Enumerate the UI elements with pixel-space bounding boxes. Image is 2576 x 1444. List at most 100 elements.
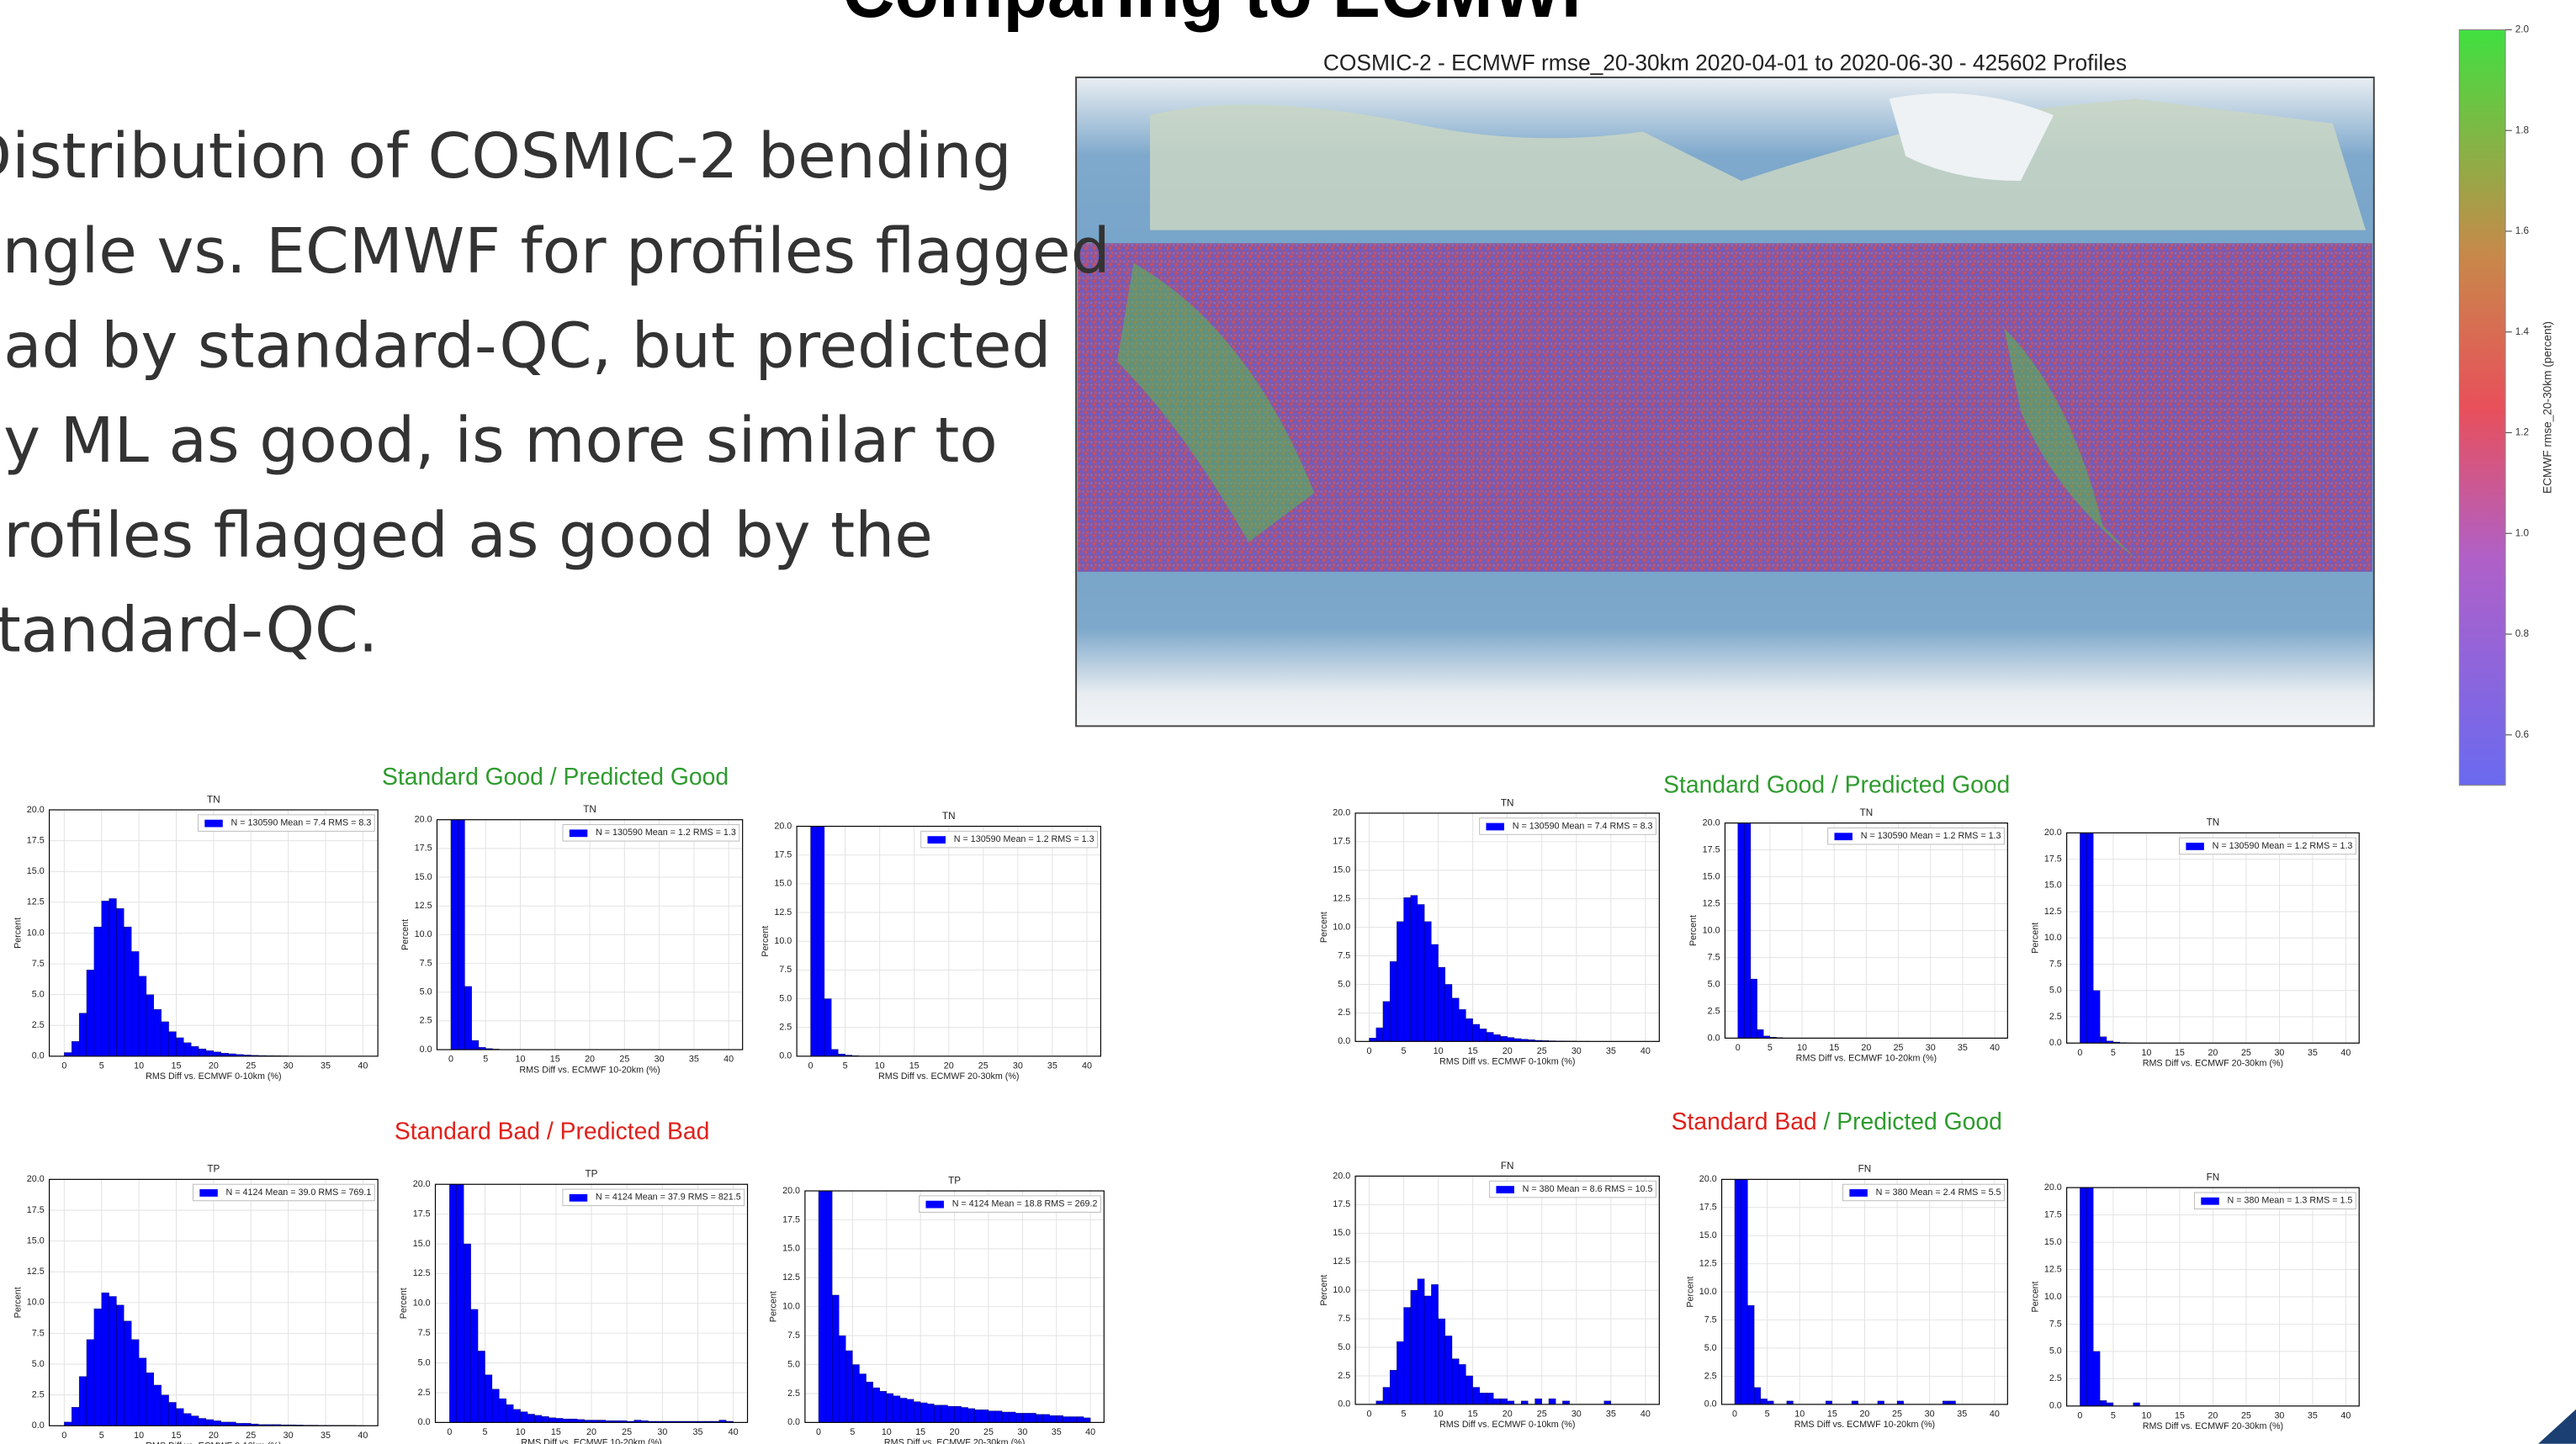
legend-text: N = 380 Mean = 2.4 RMS = 5.5: [1876, 1187, 2001, 1198]
map-title: COSMIC-2 - ECMWF rmse_20-30km 2020-04-01…: [1323, 50, 2127, 75]
legend-text: N = 4124 Mean = 18.8 RMS = 269.2: [952, 1198, 1098, 1209]
bar: [449, 1124, 456, 1422]
y-tick-label: 0.0: [32, 1420, 45, 1431]
bar: [1549, 1399, 1556, 1404]
bar: [893, 1396, 900, 1423]
y-tick-label: 7.5: [2049, 959, 2062, 969]
bar: [1029, 1413, 1036, 1422]
bar: [131, 951, 139, 1055]
bar: [1445, 984, 1452, 1041]
y-tick-label: 20.0: [2044, 828, 2062, 838]
y-tick-label: 12.5: [1333, 894, 1350, 904]
y-tick-label: 12.5: [1703, 898, 1720, 908]
colorbar-label: ECMWF rmse_20-30km (percent): [2541, 321, 2553, 494]
bar: [116, 908, 124, 1056]
bar: [102, 1293, 109, 1425]
bar: [521, 1412, 527, 1423]
bar: [1466, 1376, 1472, 1404]
bar: [206, 1050, 214, 1056]
bar: [1493, 1399, 1500, 1404]
bar: [1022, 1413, 1029, 1422]
y-tick-label: 7.5: [32, 1328, 45, 1338]
y-tick-label: 10.0: [413, 1299, 431, 1309]
x-tick-label: 10: [882, 1427, 892, 1437]
body-line: Distribution of COSMIC-2 bending: [0, 120, 1012, 193]
x-tick-label: 20: [586, 1427, 596, 1437]
y-tick-label: 12.5: [774, 907, 792, 918]
y-tick-label: 2.5: [1338, 1008, 1350, 1018]
x-tick-label: 20: [1503, 1409, 1513, 1419]
bar: [176, 1409, 183, 1426]
bar: [513, 1410, 520, 1423]
bar: [492, 1389, 499, 1423]
y-tick-label: 2.5: [1338, 1371, 1350, 1381]
bar: [1084, 1418, 1090, 1423]
bar: [139, 1358, 146, 1426]
x-tick-label: 10: [2141, 1410, 2151, 1420]
y-tick-label: 5.0: [787, 1359, 800, 1369]
x-tick-label: 25: [2241, 1048, 2251, 1058]
bar: [1500, 1036, 1507, 1041]
y-tick-label: 0.0: [32, 1051, 45, 1061]
bar: [162, 1395, 169, 1426]
bar: [451, 532, 458, 1050]
bar: [1604, 1401, 1611, 1404]
x-tick-label: 35: [689, 1055, 699, 1065]
chart-title: TN: [1860, 807, 1874, 818]
bar: [162, 1022, 169, 1056]
y-tick-label: 12.5: [415, 901, 432, 911]
x-axis-label: RMS Diff vs. ECMWF 20-30km (%): [2143, 1059, 2283, 1069]
bar: [927, 1404, 934, 1422]
x-tick-label: 35: [1606, 1046, 1616, 1056]
x-tick-label: 10: [2141, 1048, 2151, 1058]
bar: [873, 1388, 880, 1422]
colorbar-tick-label: 1.2: [2515, 427, 2529, 438]
bar: [72, 1041, 79, 1056]
x-tick-label: 10: [875, 1061, 885, 1071]
bar: [920, 1403, 927, 1422]
y-tick-label: 20.0: [1703, 817, 1720, 828]
y-tick-label: 12.5: [27, 1267, 45, 1277]
y-tick-label: 10.0: [1333, 922, 1350, 932]
y-tick-label: 5.0: [1708, 979, 1720, 989]
x-tick-label: 10: [516, 1055, 526, 1065]
y-tick-label: 5.0: [779, 993, 792, 1003]
bar: [1754, 1388, 1761, 1404]
bar: [1508, 1038, 1514, 1042]
legend-text: N = 380 Mean = 8.6 RMS = 10.5: [1523, 1184, 1653, 1194]
y-tick-label: 0.0: [1338, 1399, 1350, 1410]
y-tick-label: 15.0: [27, 1235, 45, 1246]
x-tick-label: 0: [447, 1427, 452, 1437]
x-tick-label: 5: [483, 1427, 488, 1437]
bar: [457, 1161, 464, 1422]
x-tick-label: 30: [655, 1055, 665, 1065]
x-tick-label: 30: [2274, 1410, 2284, 1420]
bar: [64, 1422, 72, 1425]
bar: [859, 1374, 866, 1423]
x-axis-label: RMS Diff vs. ECMWF 0-10km (%): [1439, 1420, 1575, 1430]
chart-title: FN: [2207, 1172, 2220, 1182]
bar: [880, 1391, 887, 1422]
bar: [1397, 922, 1403, 1042]
y-tick-label: 2.5: [420, 1016, 432, 1026]
colorbar-tick-label: 2.0: [2515, 24, 2530, 34]
x-tick-label: 20: [1859, 1409, 1869, 1419]
y-tick-label: 2.5: [1708, 1006, 1720, 1016]
x-axis-label: RMS Diff vs. ECMWF 0-10km (%): [146, 1071, 281, 1082]
x-tick-label: 35: [321, 1061, 331, 1071]
bar: [1562, 1401, 1569, 1404]
bar: [2093, 991, 2100, 1043]
x-axis-label: RMS Diff vs. ECMWF 10-20km (%): [1796, 1054, 1937, 1064]
y-tick-label: 12.5: [1699, 1259, 1717, 1269]
bar: [1404, 897, 1411, 1041]
x-tick-label: 35: [1957, 1409, 1967, 1419]
y-axis-label: Percent: [1685, 1277, 1695, 1308]
y-axis-label: Percent: [2030, 923, 2040, 954]
x-tick-label: 25: [622, 1427, 632, 1437]
bar: [1439, 1319, 1445, 1404]
bar: [146, 995, 154, 1056]
y-tick-label: 17.5: [1699, 1203, 1717, 1213]
y-tick-label: 10.0: [2044, 1292, 2062, 1302]
x-tick-label: 5: [1402, 1046, 1407, 1056]
x-tick-label: 20: [950, 1427, 960, 1437]
